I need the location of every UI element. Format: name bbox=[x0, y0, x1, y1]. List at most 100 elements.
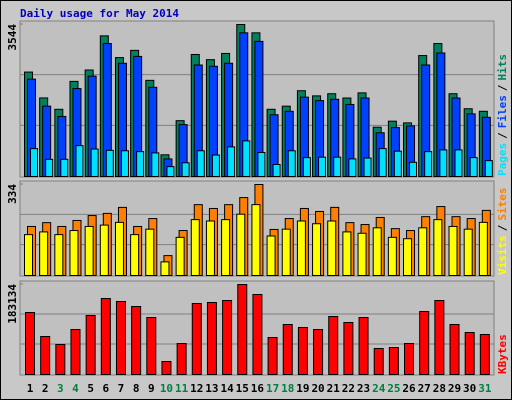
bar bbox=[30, 148, 38, 178]
bar bbox=[357, 232, 367, 276]
bar bbox=[54, 234, 64, 276]
bar bbox=[373, 347, 384, 376]
bar bbox=[327, 220, 337, 277]
bar bbox=[70, 328, 81, 376]
bar bbox=[333, 156, 342, 177]
legend-entry: Files bbox=[496, 95, 509, 128]
chart-title: Daily usage for May 2014 bbox=[20, 7, 179, 20]
bar bbox=[24, 234, 33, 276]
bar bbox=[206, 301, 217, 375]
bar bbox=[221, 219, 231, 277]
x-tick-label: 21 bbox=[327, 382, 341, 395]
bar bbox=[99, 224, 109, 276]
bar bbox=[39, 231, 49, 276]
bar bbox=[60, 158, 69, 177]
bar bbox=[404, 342, 415, 376]
x-tick-label: 27 bbox=[418, 382, 431, 395]
x-tick-label: 12 bbox=[190, 382, 203, 395]
bar bbox=[196, 150, 205, 178]
bar bbox=[227, 146, 236, 178]
bar bbox=[236, 213, 246, 276]
bar bbox=[114, 221, 124, 277]
bar bbox=[363, 157, 372, 177]
bar bbox=[387, 236, 397, 277]
bar bbox=[242, 140, 251, 178]
bar bbox=[343, 322, 354, 375]
bar bbox=[75, 145, 84, 178]
bar bbox=[318, 156, 327, 177]
bar bbox=[313, 328, 324, 376]
x-tick-label: 2 bbox=[42, 382, 49, 395]
bar bbox=[479, 334, 490, 376]
y-tick-label: 3544 bbox=[6, 24, 19, 51]
bar bbox=[433, 219, 443, 277]
bar bbox=[448, 225, 458, 276]
bar bbox=[424, 151, 433, 178]
bar bbox=[439, 149, 448, 178]
x-tick-label: 28 bbox=[433, 382, 446, 395]
bar bbox=[478, 221, 488, 277]
legend-entry: Sites bbox=[496, 188, 509, 221]
bar bbox=[282, 324, 293, 376]
x-tick-label: 11 bbox=[175, 382, 189, 395]
bar bbox=[25, 311, 35, 376]
bar bbox=[484, 160, 493, 177]
y-tick-label: 183134 bbox=[6, 284, 19, 324]
x-tick-label: 7 bbox=[118, 382, 125, 395]
bar bbox=[105, 149, 114, 178]
bar bbox=[348, 158, 357, 177]
bar bbox=[131, 305, 142, 375]
legend-entry: KBytes bbox=[496, 334, 509, 374]
bar bbox=[146, 316, 157, 375]
x-tick-label: 5 bbox=[87, 382, 94, 395]
x-tick-label: 4 bbox=[72, 382, 79, 395]
bar bbox=[252, 293, 263, 375]
bar bbox=[463, 228, 473, 276]
legend: Visits / Sites bbox=[496, 188, 509, 276]
legend: Pages / Files / Hits bbox=[496, 54, 509, 176]
bar bbox=[190, 219, 200, 277]
bar bbox=[266, 235, 276, 277]
x-tick-label: 19 bbox=[296, 382, 309, 395]
x-tick-label: 1 bbox=[27, 382, 34, 395]
legend-entry: Hits bbox=[496, 54, 509, 81]
bar bbox=[40, 335, 51, 375]
bar bbox=[181, 162, 190, 177]
bar bbox=[69, 230, 79, 276]
bar bbox=[296, 220, 306, 277]
bar bbox=[449, 324, 460, 376]
bar bbox=[90, 148, 99, 178]
x-tick-label: 16 bbox=[251, 382, 265, 395]
bar bbox=[342, 231, 352, 276]
bar bbox=[85, 314, 96, 376]
bar bbox=[418, 227, 428, 276]
x-tick-label: 15 bbox=[236, 382, 249, 395]
bar bbox=[281, 228, 291, 276]
x-tick-label: 3 bbox=[57, 382, 64, 395]
bar bbox=[434, 299, 445, 375]
bar bbox=[151, 152, 160, 177]
bar bbox=[161, 361, 172, 375]
x-tick-label: 14 bbox=[220, 382, 234, 395]
x-tick-label: 22 bbox=[342, 382, 355, 395]
legend-separator: / bbox=[496, 224, 509, 231]
bar bbox=[100, 297, 111, 375]
bar bbox=[297, 326, 308, 375]
bar bbox=[358, 316, 369, 375]
bar bbox=[160, 261, 170, 277]
x-tick-label: 8 bbox=[133, 382, 140, 395]
bar bbox=[211, 154, 220, 177]
bar bbox=[388, 347, 399, 375]
x-tick-label: 17 bbox=[266, 382, 279, 395]
legend-entry: Pages bbox=[496, 143, 509, 176]
bar bbox=[257, 151, 266, 178]
bar bbox=[409, 161, 418, 177]
bar bbox=[120, 150, 129, 178]
x-tick-label: 31 bbox=[478, 382, 492, 395]
bar bbox=[166, 166, 175, 177]
bar bbox=[454, 149, 463, 178]
bar bbox=[176, 342, 187, 376]
bar bbox=[328, 315, 339, 375]
x-tick-label: 23 bbox=[357, 382, 370, 395]
